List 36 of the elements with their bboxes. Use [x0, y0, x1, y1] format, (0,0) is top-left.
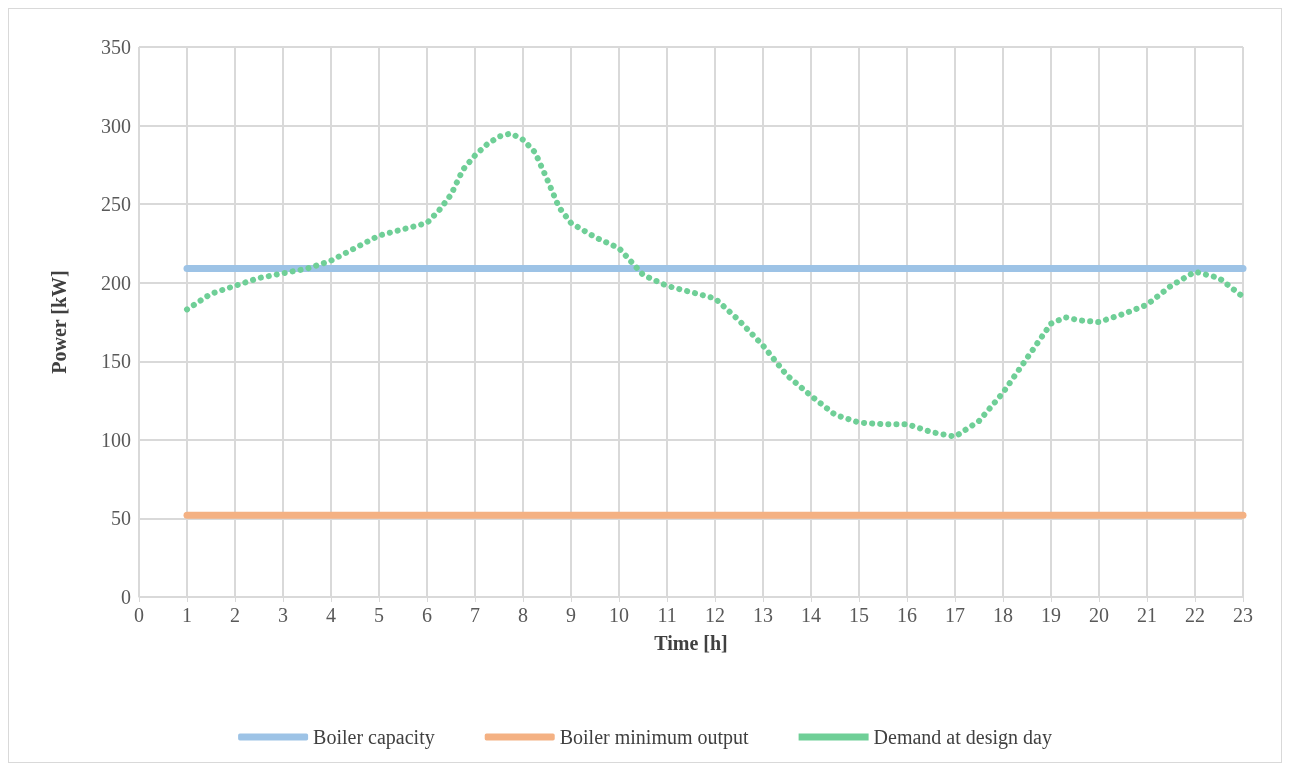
x-tick-label: 7 [470, 604, 480, 626]
x-tick-label: 18 [993, 604, 1013, 626]
x-tick-label: 23 [1233, 604, 1253, 626]
y-tick-label: 0 [121, 586, 131, 608]
x-tick-label: 12 [705, 604, 725, 626]
y-tick-label: 350 [101, 36, 131, 58]
legend-label: Demand at design day [873, 726, 1052, 749]
x-tick-label: 15 [849, 604, 869, 626]
y-axis-title: Power [kW] [48, 270, 70, 374]
y-tick-label: 250 [101, 193, 131, 216]
y-tick-label: 100 [101, 428, 131, 451]
x-tick-label: 14 [801, 604, 821, 626]
x-tick-label: 19 [1041, 604, 1061, 626]
x-tick-label: 16 [897, 604, 917, 626]
legend-label: Boiler capacity [313, 726, 435, 749]
x-tick-label: 5 [374, 604, 384, 626]
x-tick-label: 13 [753, 604, 773, 626]
x-axis-title: Time [h] [654, 632, 728, 654]
x-tick-label: 1 [182, 604, 192, 626]
x-tick-label: 10 [609, 604, 629, 626]
y-tick-label: 300 [101, 114, 131, 137]
legend-label: Boiler minimum output [559, 726, 750, 749]
x-tick-label: 2 [230, 604, 240, 626]
x-tick-label: 22 [1185, 604, 1205, 626]
x-tick-label: 8 [518, 604, 528, 626]
x-tick-label: 17 [945, 604, 965, 626]
y-tick-label: 150 [101, 350, 131, 373]
x-tick-label: 3 [278, 604, 288, 626]
x-tick-label: 9 [566, 604, 576, 626]
y-tick-label: 50 [111, 507, 131, 530]
x-tick-label: 6 [422, 604, 432, 626]
y-tick-label: 200 [101, 271, 131, 294]
x-tick-label: 21 [1137, 604, 1157, 626]
x-tick-label: 4 [326, 604, 336, 626]
x-tick-label: 11 [657, 604, 677, 626]
x-tick-label: 20 [1089, 604, 1109, 626]
